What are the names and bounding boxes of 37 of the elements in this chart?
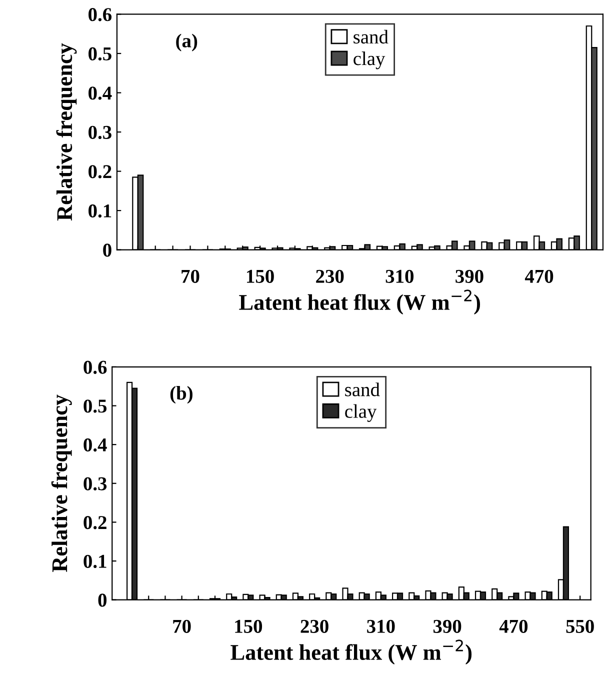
legend-label: clay	[345, 404, 377, 422]
y-tick-label: 0.1	[84, 554, 106, 568]
x-tick-label: 470	[499, 620, 528, 633]
x-tick-label: 310	[386, 270, 414, 283]
y-tick-label: 0.6	[88, 8, 112, 22]
x-axis-title: Latent heat flux (W m$^{−2}$)	[239, 290, 480, 314]
x-tick-label: 550	[566, 620, 594, 633]
y-tick-label: 0.4	[84, 438, 107, 452]
x-tick-label: 70	[173, 620, 191, 633]
x-tick-label: 230	[300, 620, 328, 633]
y-tick-label: 0.2	[84, 516, 106, 530]
x-tick-label: 390	[433, 620, 462, 633]
annotation: (a)	[176, 34, 198, 52]
x-tick-label: 230	[316, 270, 344, 283]
x-tick-label: 150	[235, 620, 262, 633]
y-tick-label: 0.6	[84, 360, 107, 374]
legend-label: sand	[354, 30, 388, 44]
y-tick-label: 0.3	[84, 477, 107, 490]
y-axis-title: Relative frequency	[56, 43, 77, 221]
y-tick-label: 0	[103, 244, 112, 257]
x-tick-label: 470	[524, 270, 554, 283]
legend-label: clay	[354, 52, 386, 70]
y-tick-label: 0.5	[88, 47, 112, 61]
y-tick-label: 0.1	[88, 204, 112, 218]
y-tick-label: 0.3	[88, 126, 112, 140]
x-tick-label: 150	[247, 270, 274, 283]
y-tick-label: 0.2	[88, 165, 112, 178]
x-tick-label: 310	[367, 620, 395, 633]
legend-label: sand	[345, 382, 380, 396]
y-axis-title: Relative frequency	[51, 394, 72, 572]
annotation: (b)	[170, 386, 192, 404]
y-tick-label: 0.5	[84, 400, 107, 413]
y-tick-label: 0.4	[88, 86, 112, 100]
y-tick-label: 0	[98, 594, 107, 607]
x-tick-label: 390	[456, 270, 484, 283]
x-tick-label: 70	[182, 270, 200, 283]
x-axis-title: Latent heat flux (W m$^{−2}$)	[230, 640, 472, 664]
